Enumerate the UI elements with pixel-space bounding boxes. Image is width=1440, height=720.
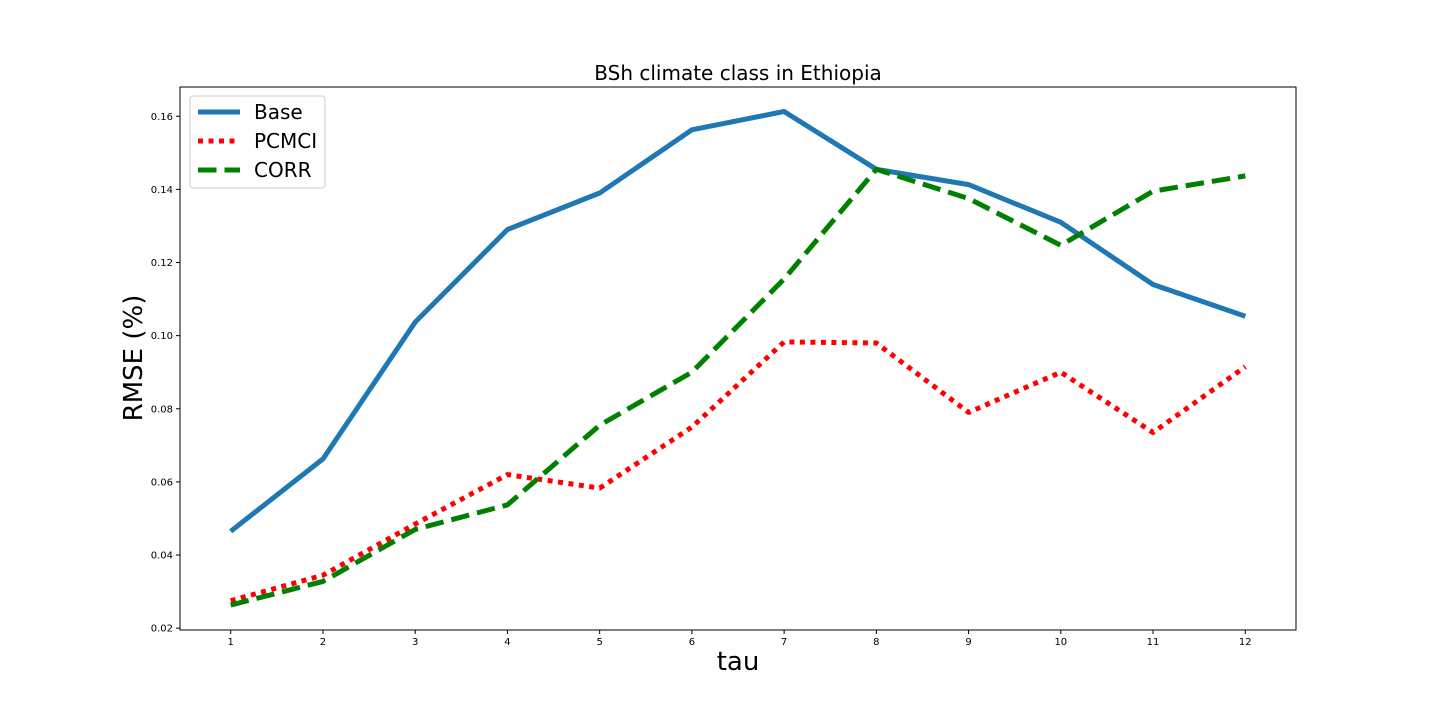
plot-background xyxy=(180,87,1296,630)
data-point-base xyxy=(228,528,234,534)
data-point-corr xyxy=(781,276,787,282)
series-layer xyxy=(228,109,1248,608)
data-point-pcmci xyxy=(1150,430,1156,436)
y-tick-label: 0.10 xyxy=(151,331,173,342)
data-point-corr xyxy=(873,166,879,172)
series-line-base xyxy=(229,109,1247,534)
data-point-base xyxy=(320,456,326,462)
x-axis-label: tau xyxy=(717,647,760,677)
legend-label-corr: CORR xyxy=(254,158,312,182)
legend-box xyxy=(189,95,326,189)
data-point-corr xyxy=(966,196,972,202)
x-tick-label: 10 xyxy=(1054,637,1067,648)
x-tick-label: 6 xyxy=(689,637,695,648)
y-tick-label: 0.14 xyxy=(151,185,173,196)
data-point-corr xyxy=(504,502,510,508)
data-point-base xyxy=(1150,282,1156,288)
legend-label-pcmci: PCMCI xyxy=(254,129,317,153)
data-point-corr xyxy=(228,602,234,608)
data-point-corr xyxy=(320,578,326,584)
data-point-base xyxy=(1242,313,1248,319)
data-point-pcmci xyxy=(597,485,603,491)
y-tick-label: 0.06 xyxy=(151,477,173,488)
data-point-corr xyxy=(597,422,603,428)
data-point-base xyxy=(781,109,787,115)
data-point-pcmci xyxy=(504,472,510,478)
data-point-pcmci xyxy=(966,409,972,415)
legend: Base PCMCI CORR xyxy=(189,95,326,189)
data-point-corr xyxy=(1242,173,1248,179)
data-point-corr xyxy=(1150,188,1156,194)
x-tick-label: 8 xyxy=(873,637,879,648)
x-tick-label: 2 xyxy=(320,637,326,648)
legend-label-base: Base xyxy=(254,100,303,124)
chart-title: BSh climate class in Ethiopia xyxy=(594,61,882,85)
data-point-corr xyxy=(1058,242,1064,248)
x-tick-label: 1 xyxy=(228,637,234,648)
data-point-pcmci xyxy=(1242,364,1248,370)
data-point-pcmci xyxy=(320,572,326,578)
y-tick-label: 0.08 xyxy=(151,404,173,415)
data-point-pcmci xyxy=(412,521,418,527)
y-axis-label: RMSE (%) xyxy=(119,295,149,422)
y-tick-label: 0.16 xyxy=(151,112,173,123)
x-tick-label: 9 xyxy=(965,637,971,648)
data-point-base xyxy=(597,190,603,196)
data-point-base xyxy=(966,182,972,188)
data-point-corr xyxy=(689,369,695,375)
x-tick-label: 4 xyxy=(504,637,510,648)
data-point-base xyxy=(689,127,695,133)
data-point-pcmci xyxy=(1058,369,1064,375)
y-tick-label: 0.02 xyxy=(151,624,173,635)
x-tick-label: 3 xyxy=(412,637,418,648)
data-point-base xyxy=(1058,219,1064,225)
x-axis-ticks: 1 2 3 4 5 6 7 8 9 10 11 12 xyxy=(228,630,1252,648)
y-tick-label: 0.04 xyxy=(151,551,173,562)
data-point-corr xyxy=(412,526,418,532)
data-point-base xyxy=(412,319,418,325)
x-tick-label: 5 xyxy=(596,637,602,648)
data-point-base xyxy=(504,227,510,233)
data-point-pcmci xyxy=(689,424,695,430)
x-tick-label: 7 xyxy=(781,637,787,648)
x-tick-label: 11 xyxy=(1147,637,1160,648)
plot-frame xyxy=(179,86,1297,631)
data-point-pcmci xyxy=(873,340,879,346)
x-tick-label: 12 xyxy=(1239,637,1252,648)
y-tick-label: 0.12 xyxy=(151,258,173,269)
series-line-corr xyxy=(230,166,1246,608)
data-point-pcmci xyxy=(781,339,787,345)
y-axis-ticks: 0.02 0.04 0.06 0.08 0.10 0.12 0.14 0.16 xyxy=(151,112,180,635)
